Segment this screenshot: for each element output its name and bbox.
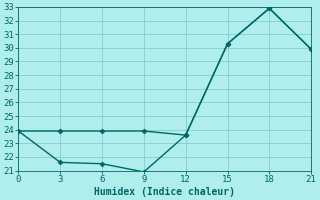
X-axis label: Humidex (Indice chaleur): Humidex (Indice chaleur) bbox=[94, 186, 235, 197]
